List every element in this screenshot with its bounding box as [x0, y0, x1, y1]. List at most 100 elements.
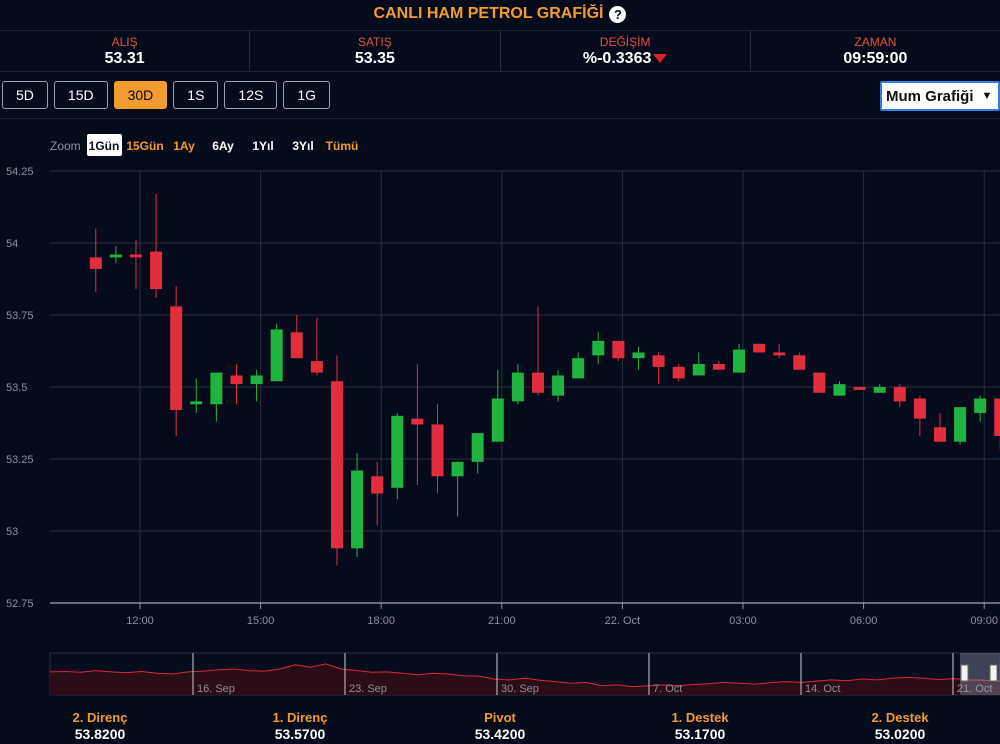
page-title: CANLI HAM PETROL GRAFİĞİ [373, 5, 604, 22]
zoom-option-6ay[interactable]: 6Ay [212, 139, 234, 153]
candle-body[interactable] [150, 251, 163, 290]
level-support-2: 2. Destek 53.0200 [800, 708, 1000, 744]
candle-body[interactable] [270, 329, 283, 382]
candle-body[interactable] [451, 461, 464, 477]
candle-body[interactable] [210, 372, 223, 405]
range-button-5d[interactable]: 5D [2, 81, 48, 109]
change-value: %-0.3363 [582, 49, 652, 67]
candle-body[interactable] [310, 361, 323, 373]
zoom-label: Zoom [50, 139, 81, 153]
candle-body[interactable] [391, 415, 404, 488]
y-tick-label: 54 [6, 238, 18, 250]
level-value: 53.5700 [274, 725, 326, 742]
zoom-option-1yil[interactable]: 1Yıl [252, 139, 273, 153]
candle-body[interactable] [109, 254, 122, 258]
candle-body[interactable] [190, 401, 203, 405]
y-tick-label: 53 [6, 526, 18, 538]
candle-body[interactable] [612, 340, 625, 359]
candle-body[interactable] [893, 387, 906, 402]
candle-body[interactable] [511, 372, 524, 402]
zoom-option-1ay[interactable]: 1Ay [173, 139, 195, 153]
candle-body[interactable] [170, 306, 183, 411]
chart-type-select[interactable]: Mum Grafiği ▼ [880, 81, 1000, 111]
ask-value: 53.35 [354, 49, 395, 67]
candle-body[interactable] [672, 366, 685, 379]
pivot-levels: 2. Direnç 53.8200 1. Direnç 53.5700 Pivo… [0, 708, 1000, 744]
candle-body[interactable] [712, 363, 725, 370]
candle-body[interactable] [491, 398, 504, 442]
ticker-bar: ALIŞ 53.31 SATIŞ 53.35 DEĞİŞİM %-0.3363 … [0, 30, 1000, 72]
navigator-date-label: 14. Oct [805, 683, 840, 695]
candle-body[interactable] [652, 355, 665, 367]
candle-body[interactable] [371, 476, 384, 494]
ask-cell: SATIŞ 53.35 [250, 31, 501, 71]
range-button-1s[interactable]: 1S [173, 81, 219, 109]
range-button-1g[interactable]: 1G [283, 81, 331, 109]
x-tick-label: 09:00 [970, 615, 998, 627]
navigator-date-label: 21. Oct [957, 683, 992, 695]
change-label: DEĞİŞİM [599, 34, 651, 49]
x-tick-label: 15:00 [247, 615, 275, 627]
candle-body[interactable] [732, 349, 745, 373]
zoom-option-tumu[interactable]: Tümü [326, 139, 359, 153]
candle-body[interactable] [813, 372, 826, 393]
candle-body[interactable] [552, 375, 565, 396]
candle-body[interactable] [873, 387, 886, 393]
navigator-handle[interactable] [960, 664, 969, 682]
zoom-option-3yil[interactable]: 3Yıl [292, 139, 313, 153]
bid-value: 53.31 [104, 49, 145, 67]
candle-body[interactable] [230, 375, 243, 385]
help-icon[interactable]: ? [609, 5, 627, 23]
axis-layer: 54.25 54 53.75 53.5 53.25 53 52.75 12:00 15:00 18… [6, 166, 1000, 627]
navigator-handle[interactable] [989, 664, 998, 682]
candle-body[interactable] [853, 387, 866, 390]
y-tick-label: 52.75 [6, 598, 34, 610]
candle-body[interactable] [89, 257, 102, 269]
candle-body[interactable] [994, 398, 1000, 436]
candle-body[interactable] [913, 398, 926, 419]
zoom-option-1gun[interactable]: 1Gün [89, 139, 120, 153]
change-cell: DEĞİŞİM %-0.3363 [501, 31, 751, 71]
candle-body[interactable] [793, 355, 806, 370]
navigator[interactable]: 16. Sep 23. Sep 30. Sep 7. Oct 14. Oct 21. Oc… [49, 652, 1000, 696]
candle-body[interactable] [471, 433, 484, 462]
range-button-15d[interactable]: 15D [53, 81, 108, 109]
candle-body[interactable] [692, 363, 705, 376]
level-label: 2. Destek [871, 709, 929, 725]
candle-body[interactable] [129, 254, 142, 258]
candle-layer [89, 194, 1000, 566]
candle-body[interactable] [531, 372, 544, 393]
candle-body[interactable] [753, 343, 766, 353]
candle-body[interactable] [290, 332, 303, 359]
zoom-option-15gun[interactable]: 15Gün [126, 139, 163, 153]
navigator-date-label: 7. Oct [653, 683, 682, 695]
x-tick-label: 12:00 [126, 615, 154, 627]
navigator-line [49, 663, 1000, 688]
candle-body[interactable] [411, 418, 424, 425]
level-label: 1. Destek [671, 709, 729, 725]
candle-body[interactable] [632, 352, 645, 359]
candle-body[interactable] [431, 424, 444, 477]
candle-body[interactable] [330, 381, 343, 549]
candle-body[interactable] [954, 407, 967, 442]
candle-body[interactable] [833, 384, 846, 396]
candle-body[interactable] [572, 358, 585, 379]
candle-body[interactable] [974, 398, 987, 413]
candle-body[interactable] [933, 427, 946, 442]
x-tick-label: 22. Oct [605, 615, 640, 627]
candle-body[interactable] [351, 470, 364, 549]
navigator-date-label: 30. Sep [501, 683, 539, 695]
chevron-down-icon: ▼ [981, 90, 993, 102]
candle-body[interactable] [592, 340, 605, 356]
y-tick-label: 53.75 [6, 310, 34, 322]
chart-area: Zoom 1Gün 15Gün 1Ay 6Ay 1Yıl 3Yıl Tümü 5… [0, 118, 1000, 708]
level-resistance-1: 1. Direnç 53.5700 [200, 708, 400, 744]
level-value: 53.4200 [474, 725, 526, 742]
candlestick-chart[interactable]: Zoom 1Gün 15Gün 1Ay 6Ay 1Yıl 3Yıl Tümü 5… [0, 119, 1000, 709]
candle-body[interactable] [773, 352, 786, 356]
range-button-12s[interactable]: 12S [224, 81, 278, 109]
range-button-30d[interactable]: 30D [113, 81, 168, 109]
level-label: Pivot [484, 709, 516, 725]
candle-body[interactable] [250, 375, 263, 385]
zoom-selected-bg [87, 134, 122, 156]
